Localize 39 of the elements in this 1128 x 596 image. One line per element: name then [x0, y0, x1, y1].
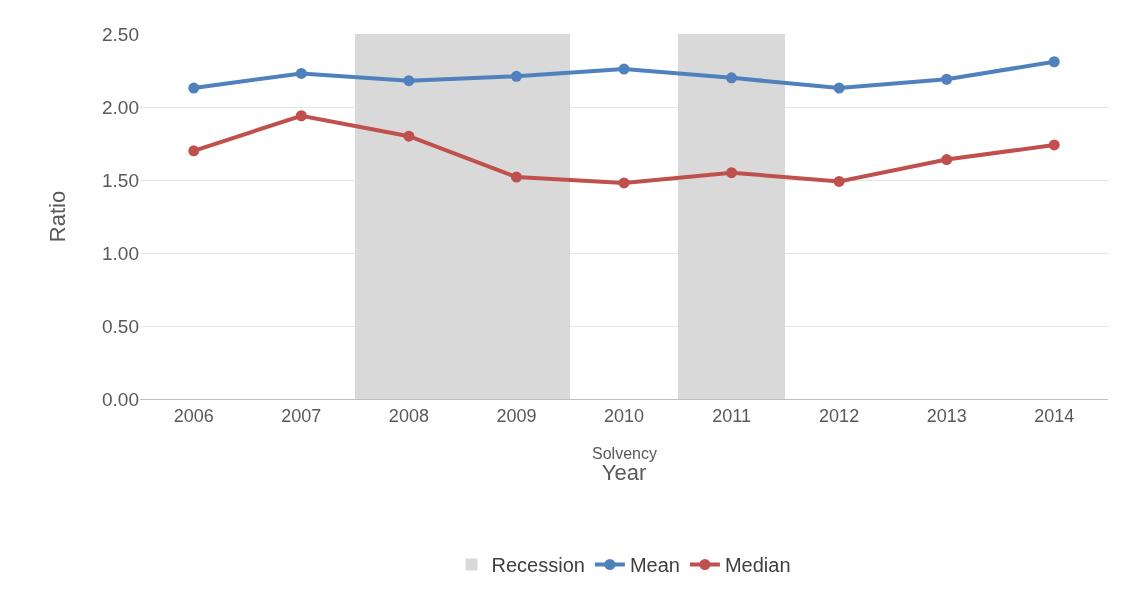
- legend-label: Mean: [629, 554, 680, 577]
- point: [1048, 139, 1060, 151]
- x-tick-label: 2008: [388, 405, 429, 426]
- point: [618, 177, 630, 189]
- y-tick-label: 0.50: [102, 315, 139, 337]
- x-tick-label: 2009: [496, 405, 537, 426]
- y-tick-label: 1.00: [102, 242, 139, 264]
- point: [618, 63, 630, 75]
- point: [1048, 56, 1060, 68]
- point: [403, 75, 415, 87]
- point: [188, 145, 200, 157]
- x-tick-label: 2014: [1034, 405, 1075, 426]
- point: [295, 110, 307, 122]
- point: [726, 167, 738, 179]
- x-axis-title: Year: [601, 460, 647, 486]
- x-tick-label: 2013: [926, 405, 967, 426]
- point: [833, 82, 845, 94]
- x-tick-label: 2010: [603, 405, 645, 426]
- point: [833, 175, 845, 187]
- point: [188, 82, 200, 94]
- x-tick-label: 2006: [173, 405, 214, 426]
- point: [403, 130, 415, 142]
- y-tick-label: 2.00: [102, 96, 139, 118]
- y-axis-title: Ratio: [44, 190, 70, 243]
- legend-label: Median: [724, 554, 791, 577]
- x-tick-label: 2007: [281, 405, 322, 426]
- point: [295, 67, 307, 79]
- point: [941, 73, 953, 85]
- y-tick-label: 1.50: [102, 169, 139, 191]
- legend-label: Recession: [491, 554, 585, 577]
- x-tick-label: 2011: [712, 405, 751, 426]
- point: [941, 154, 953, 166]
- y-tick-label: 0.00: [102, 388, 139, 410]
- point: [510, 171, 522, 183]
- x-tick-label: 2012: [819, 405, 860, 426]
- point: [726, 72, 738, 84]
- text: Solvency: [592, 445, 657, 462]
- y-tick-label: 2.50: [102, 23, 139, 45]
- point: [510, 70, 522, 82]
